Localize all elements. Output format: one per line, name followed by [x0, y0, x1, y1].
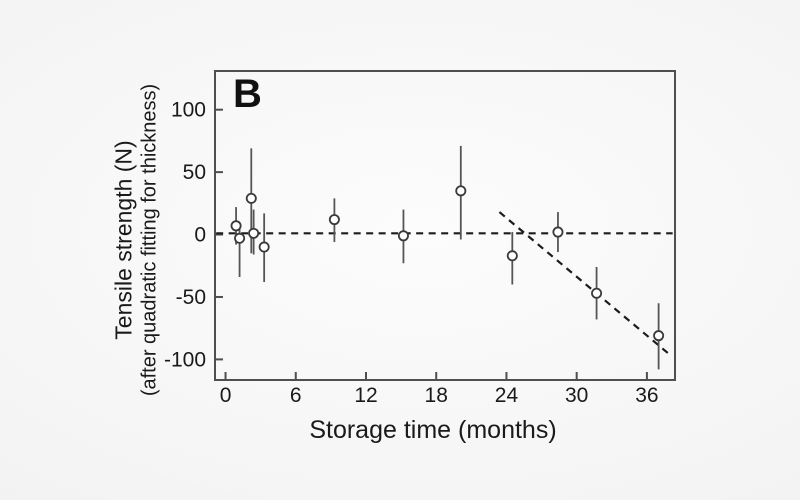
- data-point: [328, 214, 340, 226]
- x-tick-label: 12: [354, 384, 377, 407]
- panel-label: B: [233, 72, 262, 116]
- data-point: [245, 192, 257, 204]
- x-tick-label: 0: [220, 384, 232, 407]
- y-tick-label: 100: [171, 99, 206, 122]
- x-tick-label: 36: [635, 384, 658, 407]
- y-axis-label-main: Tensile strength (N): [110, 140, 137, 340]
- plot-border: [214, 70, 676, 381]
- data-point: [455, 185, 467, 197]
- data-point: [248, 227, 260, 239]
- data-point: [506, 250, 518, 262]
- x-axis-label: Storage time (months): [309, 416, 557, 444]
- y-tick-label: -100: [164, 348, 206, 371]
- y-tick-label: -50: [176, 286, 206, 309]
- x-tick-label: 24: [495, 384, 519, 407]
- y-axis-label: Tensile strength (N) (after quadratic fi…: [111, 84, 162, 396]
- data-point: [591, 287, 603, 299]
- data-point: [234, 232, 246, 244]
- data-point: [258, 241, 270, 253]
- x-tick-label: 30: [565, 384, 588, 407]
- y-tick-label: 50: [183, 161, 206, 184]
- y-tick-label: 0: [194, 224, 206, 247]
- x-tick-label: 18: [425, 384, 448, 407]
- data-point: [230, 220, 242, 232]
- data-point: [552, 226, 564, 238]
- x-tick-label: 6: [290, 384, 302, 407]
- y-axis-label-sub: (after quadratic fitting for thickness): [138, 83, 161, 397]
- data-point: [397, 230, 409, 242]
- data-point: [653, 330, 665, 342]
